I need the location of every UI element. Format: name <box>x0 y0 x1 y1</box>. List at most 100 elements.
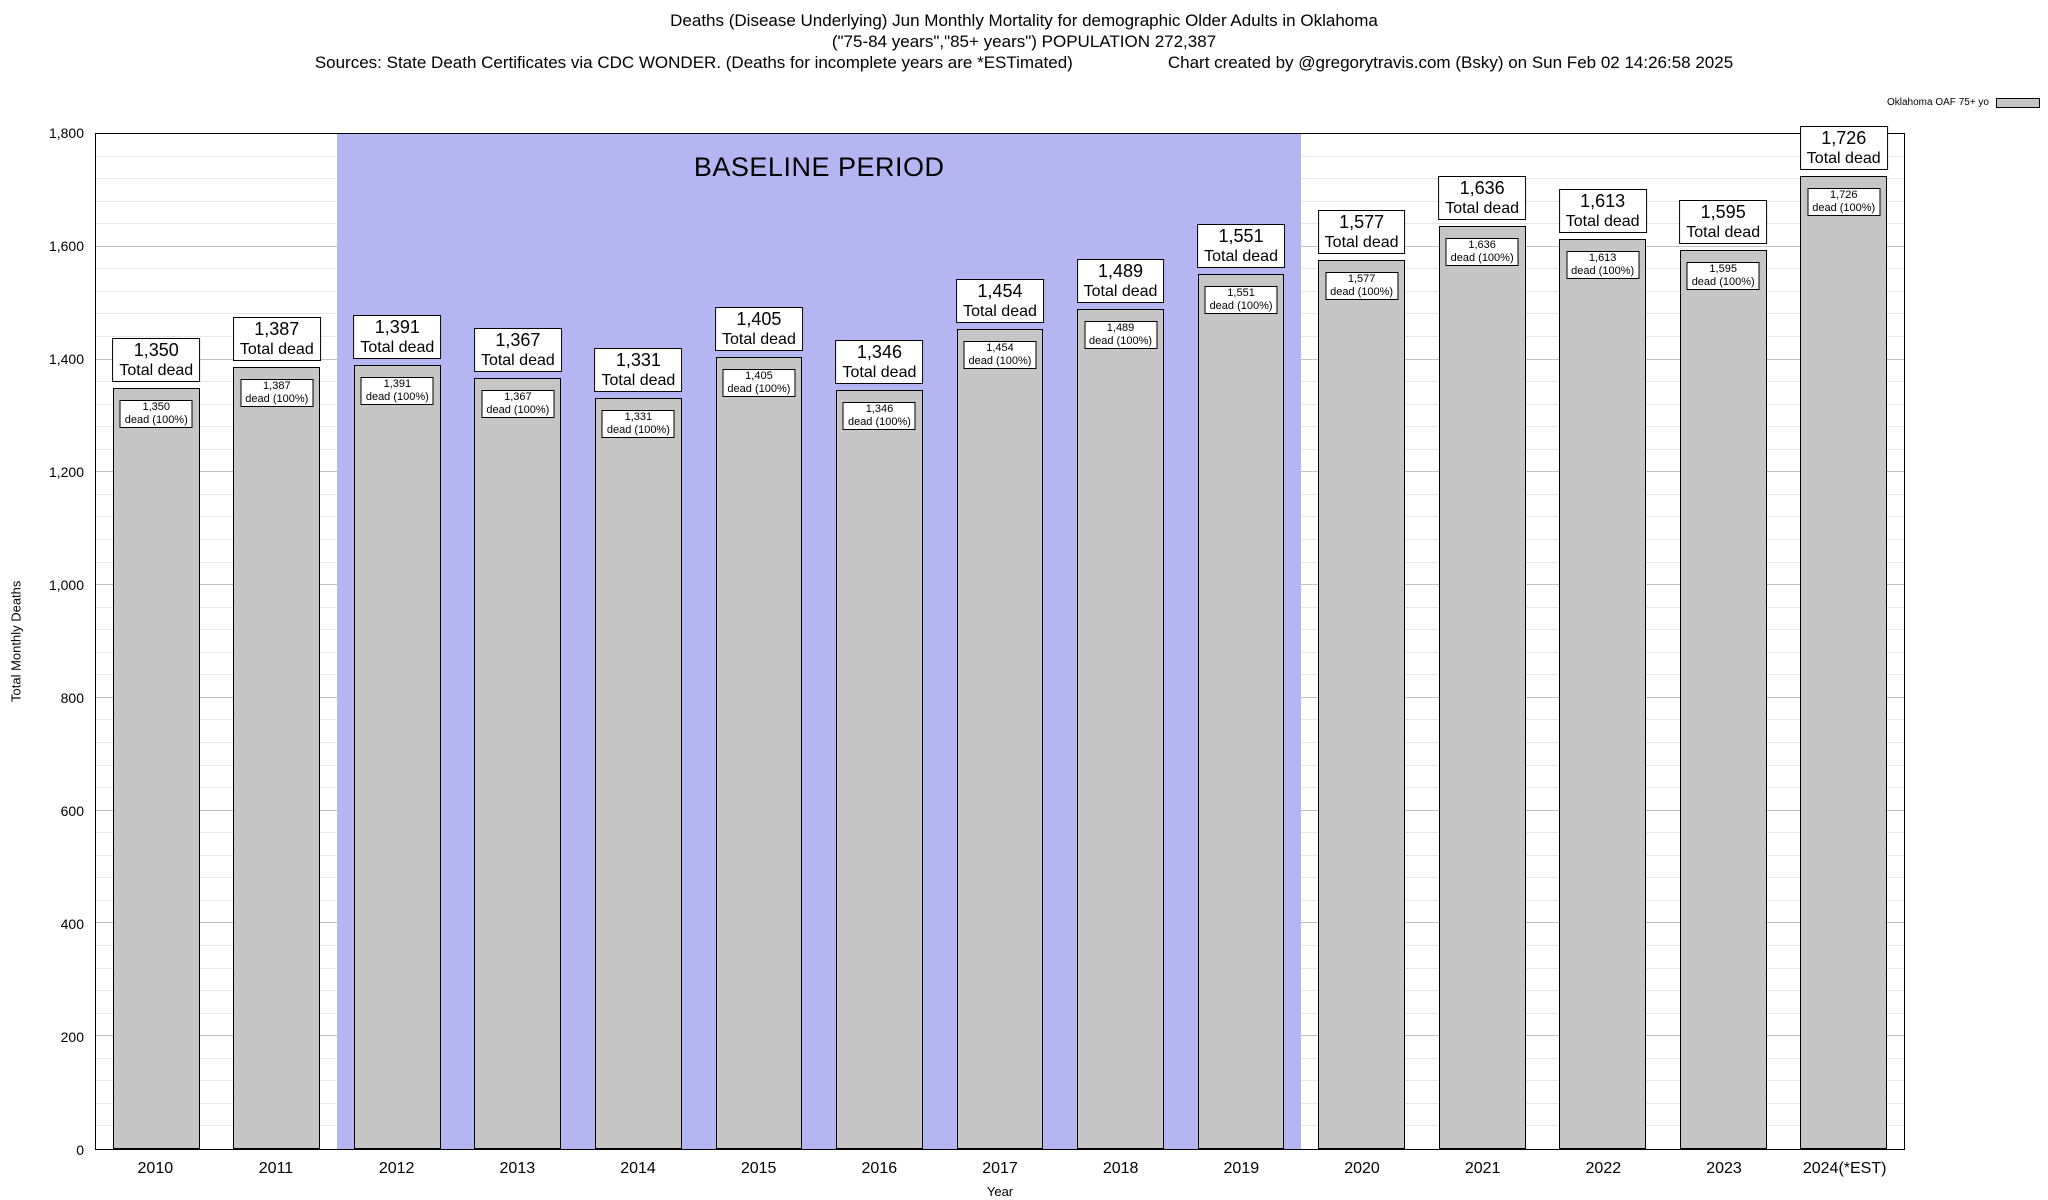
bar-inner-value: 1,636 <box>1468 239 1496 252</box>
bar-slot: 1,391 Total dead 1,391 dead (100%) <box>337 134 458 1149</box>
bar-2017 <box>956 329 1044 1149</box>
y-axis-ticks: 0 200 400 600 800 1,000 1,200 1,400 1,600 1,800 <box>0 125 88 1158</box>
y-tick-1,600: 1,600 <box>48 238 84 254</box>
bar-inner-suffix: dead (100%) <box>727 382 791 395</box>
bar-total-value: 1,346 <box>856 342 902 363</box>
y-tick-400: 400 <box>60 916 84 932</box>
bar-inner-label: 1,595 dead (100%) <box>1686 261 1760 290</box>
bar-slot: 1,331 Total dead 1,331 dead (100%) <box>578 134 699 1149</box>
bar-total-label: 1,577 Total dead <box>1317 209 1406 254</box>
bar-total-suffix: Total dead <box>1806 149 1881 167</box>
bar-2023 <box>1679 249 1767 1149</box>
bar-total-label: 1,636 Total dead <box>1438 176 1527 221</box>
bar-inner-value: 1,454 <box>986 342 1014 355</box>
y-tick-1,000: 1,000 <box>48 577 84 593</box>
x-tick-2014: 2014 <box>620 1160 656 1177</box>
bar-inner-suffix: dead (100%) <box>1571 265 1635 278</box>
bar-total-label: 1,613 Total dead <box>1558 189 1647 234</box>
bar-inner-value: 1,551 <box>1227 287 1255 300</box>
bar-inner-value: 1,595 <box>1709 262 1737 275</box>
chart-sources: Sources: State Death Certificates via CD… <box>314 53 1073 72</box>
x-tick-2015: 2015 <box>740 1160 777 1177</box>
bar-inner-suffix: dead (100%) <box>1209 300 1273 313</box>
y-tick-1,200: 1,200 <box>48 464 84 480</box>
bar-inner-label: 1,387 dead (100%) <box>240 378 314 407</box>
bar-total-label: 1,367 Total dead <box>473 328 562 373</box>
chart-meta-line: Sources: State Death Certificates via CD… <box>0 52 2048 74</box>
bar-slot: 1,367 Total dead 1,367 dead (100%) <box>458 134 579 1149</box>
bar-total-suffix: Total dead <box>722 330 796 348</box>
bar-total-suffix: Total dead <box>239 340 314 358</box>
bar-inner-value: 1,350 <box>142 400 171 413</box>
x-tick-2024(*EST): 2024(*EST) <box>1802 1160 1887 1177</box>
bar-inner-suffix: dead (100%) <box>1812 201 1876 214</box>
y-tick-200: 200 <box>60 1029 84 1045</box>
bar-total-label: 1,387 Total dead <box>232 316 321 361</box>
bar-inner-suffix: dead (100%) <box>486 404 550 417</box>
bar-total-label: 1,331 Total dead <box>594 348 683 393</box>
x-axis-ticks: 2010 2011 2012 2013 2014 2015 2016 2017 2018 2019… <box>95 1160 1905 1182</box>
bar-inner-label: 1,636 dead (100%) <box>1445 238 1519 267</box>
bar-inner-label: 1,331 dead (100%) <box>601 410 675 439</box>
x-tick-2019: 2019 <box>1223 1160 1260 1177</box>
bar-total-suffix: Total dead <box>119 361 194 379</box>
bar-total-label: 1,595 Total dead <box>1679 199 1768 244</box>
bar-slot: 1,387 Total dead 1,387 dead (100%) <box>217 134 338 1149</box>
bar-inner-suffix: dead (100%) <box>847 416 911 429</box>
x-tick-2016: 2016 <box>861 1160 898 1177</box>
bar-total-value: 1,391 <box>374 316 420 337</box>
bar-total-value: 1,489 <box>1098 261 1144 282</box>
x-tick-2013: 2013 <box>499 1160 536 1177</box>
bar-total-value: 1,613 <box>1580 191 1626 212</box>
bar-inner-value: 1,613 <box>1588 252 1617 265</box>
bar-inner-value: 1,387 <box>263 379 291 392</box>
bar-total-label: 1,405 Total dead <box>715 306 803 351</box>
x-tick-2018: 2018 <box>1102 1160 1139 1177</box>
bar-inner-label: 1,367 dead (100%) <box>481 390 555 419</box>
bar-inner-label: 1,405 dead (100%) <box>722 368 796 397</box>
bar-total-label: 1,391 Total dead <box>353 314 442 359</box>
bar-total-value: 1,726 <box>1821 127 1867 148</box>
bar-slot: 1,613 Total dead 1,613 dead (100%) <box>1542 134 1663 1149</box>
bar-2011 <box>233 366 321 1149</box>
y-tick-600: 600 <box>60 803 84 819</box>
bar-slot: 1,350 Total dead 1,350 dead (100%) <box>96 134 217 1149</box>
bar-slot: 1,405 Total dead 1,405 dead (100%) <box>699 134 820 1149</box>
bar-inner-label: 1,577 dead (100%) <box>1325 271 1399 300</box>
bar-total-suffix: Total dead <box>601 372 676 390</box>
bar-total-label: 1,350 Total dead <box>112 337 201 382</box>
bar-total-label: 1,726 Total dead <box>1799 125 1888 170</box>
bar-total-suffix: Total dead <box>480 352 555 370</box>
bar-inner-value: 1,405 <box>745 369 773 382</box>
bar-total-suffix: Total dead <box>360 338 435 356</box>
x-axis-title: Year <box>986 1184 1014 1199</box>
bar-total-value: 1,367 <box>495 330 541 351</box>
bar-2020 <box>1318 259 1405 1149</box>
bar-2010 <box>112 387 200 1149</box>
bar-total-label: 1,551 Total dead <box>1197 224 1285 269</box>
y-tick-1,400: 1,400 <box>48 351 84 367</box>
bar-inner-value: 1,346 <box>865 403 894 416</box>
bar-inner-suffix: dead (100%) <box>1330 285 1394 298</box>
chart-title: Deaths (Disease Underlying) Jun Monthly … <box>670 11 1378 30</box>
chart-subtitle: ("75-84 years","85+ years") POPULATION 2… <box>831 32 1217 51</box>
bar-slot: 1,454 Total dead 1,454 dead (100%) <box>940 134 1061 1149</box>
bar-2022 <box>1559 239 1647 1149</box>
bar-inner-suffix: dead (100%) <box>606 424 670 437</box>
bar-slot: 1,595 Total dead 1,595 dead (100%) <box>1663 134 1784 1149</box>
bar-inner-suffix: dead (100%) <box>124 413 188 426</box>
bar-inner-label: 1,551 dead (100%) <box>1204 286 1278 315</box>
x-tick-2020: 2020 <box>1344 1160 1380 1177</box>
bar-2021 <box>1438 226 1526 1149</box>
legend: Oklahoma OAF 75+ yo <box>1887 97 2040 108</box>
x-tick-2010: 2010 <box>137 1160 174 1177</box>
bar-2014 <box>594 398 682 1149</box>
bar-total-suffix: Total dead <box>1686 223 1761 241</box>
baseline-period-label: BASELINE PERIOD <box>693 152 945 182</box>
bar-total-suffix: Total dead <box>963 303 1037 321</box>
bar-total-value: 1,636 <box>1459 178 1505 199</box>
x-tick-2012: 2012 <box>378 1160 415 1177</box>
y-tick-0: 0 <box>76 1142 84 1158</box>
y-tick-800: 800 <box>60 690 84 706</box>
bar-total-suffix: Total dead <box>1324 233 1399 251</box>
